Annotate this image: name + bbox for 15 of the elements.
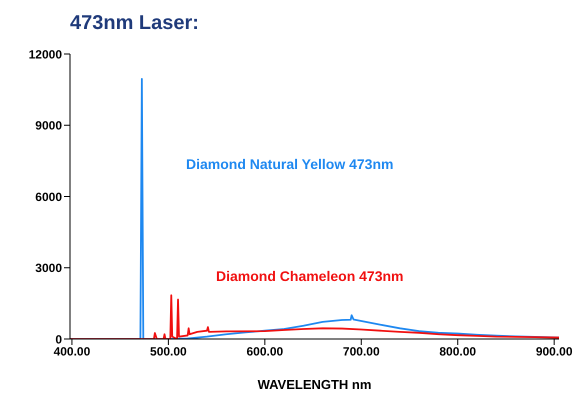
- y-tick-label: 9000: [35, 118, 62, 133]
- chart-title: 473nm Laser:: [70, 12, 199, 35]
- x-tick-label: 400.00: [54, 344, 91, 359]
- x-tick-label: 900.00: [536, 344, 573, 359]
- x-tick-label: 600.00: [246, 344, 284, 359]
- text: Diamond Chameleon 473nm: [216, 268, 404, 284]
- x-axis-title: WAVELENGTH nm: [258, 377, 372, 392]
- y-tick-label: 3000: [35, 261, 62, 276]
- x-tick-label: 500.00: [150, 344, 188, 359]
- text: Diamond Natural Yellow 473nm: [186, 156, 394, 172]
- y-tick-label: 0: [55, 332, 62, 346]
- x-tick-label: 700.00: [342, 344, 380, 359]
- y-tick-label: 12000: [28, 47, 62, 62]
- x-tick-label: 800.00: [439, 344, 476, 359]
- y-tick-label: 6000: [35, 190, 62, 204]
